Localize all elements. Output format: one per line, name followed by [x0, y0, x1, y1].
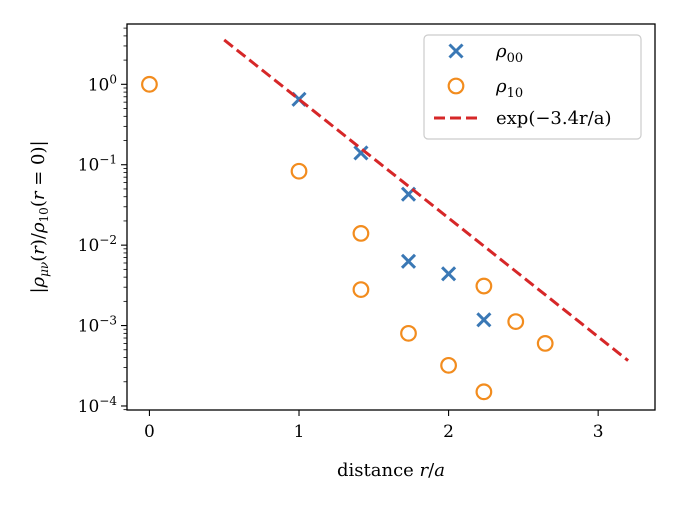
- rho00-point: [400, 253, 417, 269]
- plot-frame: [126, 23, 656, 411]
- fit-line-exp: [223, 38, 630, 362]
- rho10-point: [352, 224, 370, 242]
- rho00-point: [353, 145, 369, 161]
- y-axis: 10−4 10−3 10−2 10−1 100: [78, 27, 127, 417]
- rho10-point: [536, 335, 554, 352]
- legend-marker-rho00: [448, 43, 464, 59]
- y-tick-label: 10−4: [78, 394, 118, 417]
- rho10-point: [440, 356, 457, 374]
- x-tick-label: 0: [144, 422, 155, 442]
- rho10-point: [141, 75, 158, 93]
- rho10-point: [352, 281, 370, 299]
- y-axis-label: |ρμν(r)/ρ10(r = 0)|: [28, 140, 51, 293]
- rho00-point: [476, 312, 492, 328]
- y-tick-label: 10−1: [78, 153, 117, 176]
- legend-label-fit: exp(−3.4r/a): [496, 108, 611, 129]
- x-axis: 0 1 2 3: [144, 410, 604, 442]
- rho10-point: [475, 383, 493, 401]
- legend-label-rho10: ρ10: [495, 76, 523, 101]
- x-tick-label: 3: [593, 422, 604, 442]
- rho00-point: [441, 266, 457, 282]
- legend-marker-rho10: [447, 77, 465, 95]
- rho10-point: [400, 324, 417, 342]
- rho10-point: [290, 162, 308, 180]
- rho10-point: [475, 277, 493, 295]
- legend-box: [423, 34, 642, 140]
- x-tick-label: 1: [294, 422, 305, 442]
- plot-area: [141, 38, 630, 401]
- rho10-point: [507, 313, 525, 331]
- legend: ρ00 ρ10 exp(−3.4r/a): [423, 34, 642, 140]
- x-tick-label: 2: [443, 422, 454, 442]
- y-tick-label: 10−3: [78, 314, 117, 337]
- y-tick-label: 10−2: [78, 233, 117, 256]
- y-tick-label: 100: [88, 72, 117, 95]
- x-axis-label: distance r/a: [337, 460, 445, 481]
- legend-label-rho00: ρ00: [495, 41, 523, 66]
